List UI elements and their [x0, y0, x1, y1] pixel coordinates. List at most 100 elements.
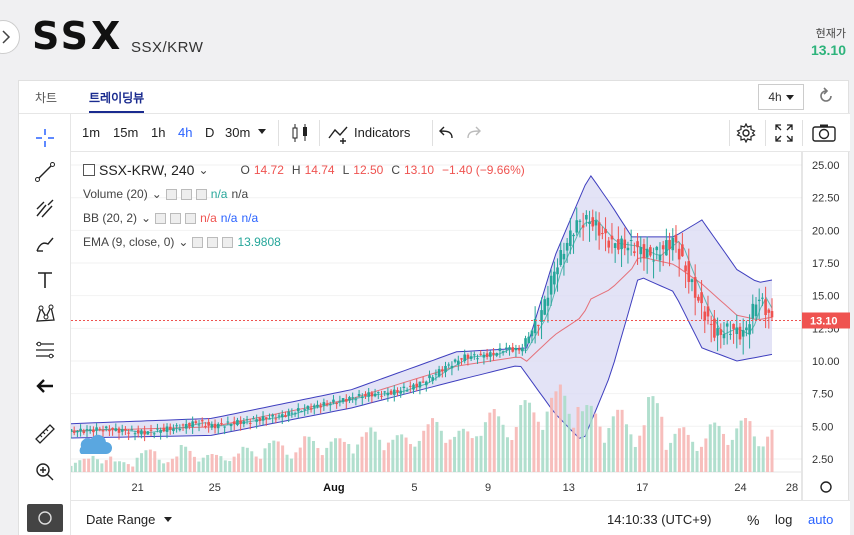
- log-toggle[interactable]: log: [775, 512, 793, 527]
- candle-body: [261, 416, 265, 421]
- candle-body: [476, 358, 479, 360]
- candle-body: [524, 338, 527, 347]
- interval-1m[interactable]: 1m: [82, 125, 101, 140]
- volume-bar: [117, 461, 121, 472]
- candle-body: [69, 429, 73, 432]
- sidebar-collapse-button[interactable]: [0, 20, 20, 54]
- interval-30m[interactable]: 30m: [225, 125, 251, 140]
- tab-tradingview[interactable]: 트레이딩뷰: [89, 89, 145, 113]
- zoom-in-icon[interactable]: [31, 458, 59, 486]
- visibility-icon[interactable]: [155, 212, 167, 224]
- legend-high: 14.74: [304, 163, 335, 177]
- fullscreen-icon[interactable]: [775, 124, 793, 142]
- candle-body: [687, 261, 691, 282]
- interval-select[interactable]: 4h: [758, 84, 804, 110]
- candle-body: [751, 303, 755, 319]
- candle-body: [511, 347, 515, 352]
- candle-body: [127, 432, 130, 434]
- camera-icon[interactable]: [812, 124, 836, 142]
- visibility-icon[interactable]: [165, 188, 177, 200]
- last-price-tag: 13.10: [810, 315, 838, 327]
- auto-toggle[interactable]: auto: [808, 512, 834, 527]
- volume-bar: [620, 409, 624, 472]
- time-tick-label: 21: [131, 482, 143, 494]
- price-chart[interactable]: 25.00 22.50 20.00 17.50 15.00 12.50 10.00 7.50 5…: [69, 152, 850, 500]
- settings-gear-icon[interactable]: [736, 123, 756, 143]
- crosshair-icon[interactable]: [31, 124, 59, 152]
- pattern-icon[interactable]: [31, 300, 59, 328]
- volume-bar: [400, 434, 404, 472]
- volume-bar: [228, 461, 232, 472]
- interval-d[interactable]: D: [205, 125, 215, 140]
- candle-body: [303, 409, 306, 411]
- interval-caret-icon[interactable]: [258, 129, 266, 134]
- legend-ema-caret[interactable]: ⌄: [178, 235, 189, 249]
- time-tick-label: 24: [734, 482, 746, 494]
- reset-icon[interactable]: [816, 86, 836, 106]
- trend-line-icon[interactable]: [31, 158, 59, 186]
- remove-icon[interactable]: [185, 212, 197, 224]
- candle-body: [745, 327, 748, 331]
- interval-4h[interactable]: 4h: [178, 125, 193, 140]
- candle-body: [578, 220, 582, 222]
- settings-icon[interactable]: [180, 188, 192, 200]
- candle-body: [713, 318, 716, 338]
- candle-body: [82, 431, 86, 433]
- candle-body: [95, 427, 98, 431]
- candle-body: [383, 391, 386, 393]
- interval-1h[interactable]: 1h: [151, 125, 166, 140]
- candle-body: [604, 228, 607, 234]
- remove-icon[interactable]: [195, 188, 207, 200]
- volume-bar: [470, 438, 474, 472]
- legend-bb-caret[interactable]: ⌄: [141, 211, 152, 225]
- volume-bar: [695, 450, 699, 472]
- tradingview-badge-icon[interactable]: [27, 504, 63, 532]
- brush-icon[interactable]: [31, 230, 59, 258]
- visibility-icon[interactable]: [192, 236, 204, 248]
- legend-bb-v1: n/a: [200, 211, 217, 225]
- collapse-legend-icon[interactable]: [83, 164, 95, 176]
- candle-body: [88, 429, 92, 432]
- text-tool-icon[interactable]: [31, 266, 59, 294]
- pitchfork-icon[interactable]: [31, 194, 59, 222]
- arrow-left-icon[interactable]: [31, 372, 59, 400]
- candle-body: [376, 392, 380, 394]
- candle-body: [591, 217, 595, 227]
- date-range-caret-icon[interactable]: [164, 517, 172, 522]
- volume-bar: [708, 424, 712, 472]
- fib-retracement-icon[interactable]: [31, 336, 59, 364]
- candle-body: [562, 253, 566, 260]
- legend-symbol-caret[interactable]: ⌄: [198, 163, 209, 177]
- percent-toggle[interactable]: %: [747, 512, 760, 528]
- volume-bar: [144, 450, 148, 472]
- indicators-button[interactable]: Indicators: [354, 125, 411, 140]
- candle-body: [98, 428, 102, 431]
- legend-volume-caret[interactable]: ⌄: [151, 187, 162, 201]
- candle-body: [162, 427, 166, 432]
- date-range-button[interactable]: Date Range: [86, 512, 156, 527]
- legend-main: SSX-KRW, 240 ⌄ O 14.72 H 14.74 L 12.50 C 13.…: [83, 162, 525, 178]
- interval-15m[interactable]: 15m: [113, 125, 139, 140]
- candle-body: [469, 356, 473, 359]
- undo-icon[interactable]: [438, 126, 456, 140]
- volume-bar: [78, 460, 82, 472]
- candle-body: [392, 389, 396, 395]
- chart-area[interactable]: 25.00 22.50 20.00 17.50 15.00 12.50 10.00 7.50 5…: [69, 152, 850, 500]
- ruler-icon[interactable]: [31, 420, 59, 448]
- candle-body: [764, 299, 767, 316]
- volume-bar: [104, 460, 108, 472]
- indicators-icon[interactable]: [327, 124, 351, 144]
- settings-icon[interactable]: [207, 236, 219, 248]
- remove-icon[interactable]: [222, 236, 234, 248]
- candle-body: [517, 348, 521, 351]
- axis-settings-icon[interactable]: [820, 481, 832, 493]
- settings-icon[interactable]: [170, 212, 182, 224]
- candle-body: [152, 433, 156, 435]
- candle-style-icon[interactable]: [289, 123, 311, 143]
- volume-bar: [752, 436, 756, 472]
- redo-icon[interactable]: [464, 126, 482, 140]
- tab-chart[interactable]: 차트: [35, 91, 58, 105]
- volume-bar: [483, 422, 487, 472]
- legend-close: 13.10: [403, 163, 435, 177]
- candle-body: [335, 403, 338, 405]
